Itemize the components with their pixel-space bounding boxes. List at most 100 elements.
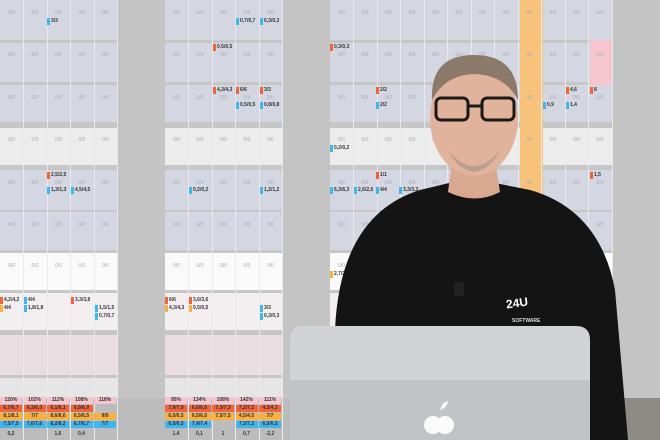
value-tag: 2,6/2,6 [354, 187, 373, 194]
summary-percent: 108% [212, 397, 234, 404]
empty-cell: 0/0 [243, 180, 251, 186]
summary-percent: 111% [259, 397, 281, 404]
empty-cell: 0/0 [596, 180, 604, 186]
empty-cell: 0/0 [55, 263, 62, 269]
column-divider [282, 0, 283, 440]
empty-cell: 0/0 [502, 180, 510, 186]
summary-red: 7,3/7,3 [212, 405, 234, 412]
summary-blue: 7,2/7,2 [235, 421, 258, 428]
empty-cell: 0/0 [267, 137, 274, 143]
value-tag: 0,3/0,3 [260, 18, 279, 25]
empty-cell: 0/0 [8, 263, 15, 269]
empty-cell: 0/0 [549, 52, 557, 58]
shirt-logo-sub: SOFTWARE [512, 318, 541, 324]
highlighted-column [590, 40, 612, 85]
empty-cell: 0/0 [8, 222, 15, 228]
value-tag: 1/1 [376, 172, 387, 179]
empty-cell: 0/0 [31, 137, 39, 143]
summary-blue: 6,5/6,5 [259, 421, 281, 428]
summary-blue: 7,6/7,6 [23, 421, 46, 428]
presenter-beard [448, 150, 500, 172]
empty-cell: 0/0 [102, 222, 109, 228]
summary-percent: 134% [188, 397, 211, 404]
empty-cell: 0/0 [549, 10, 557, 16]
empty-cell: 0/0 [243, 137, 251, 143]
summary-orange: 9/9 [94, 413, 116, 420]
value-tag: 2/2 [376, 102, 387, 109]
value-tag: 4/4 [24, 297, 35, 304]
value-tag: 4/4 [376, 187, 387, 194]
summary-red: 7,2/7,2 [235, 405, 258, 412]
empty-cell: 0/0 [385, 137, 392, 143]
summary-orange: 6,5/6,5 [188, 413, 211, 420]
empty-cell: 0/0 [361, 95, 369, 101]
empty-cell: 0/0 [220, 180, 227, 186]
empty-cell: 0/0 [596, 222, 604, 228]
summary-blue: 8,2/8,2 [47, 421, 69, 428]
empty-cell: 0/0 [196, 137, 204, 143]
column-divider [117, 0, 118, 440]
empty-cell: 0/0 [596, 95, 604, 101]
empty-cell: 0/0 [31, 52, 39, 58]
empty-cell: 0/0 [31, 263, 39, 269]
empty-cell: 0/0 [267, 222, 274, 228]
column-divider [353, 0, 354, 440]
empty-cell: 0/0 [243, 52, 251, 58]
value-tag: 1,2/1,2 [260, 187, 279, 194]
empty-cell: 0/0 [267, 52, 274, 58]
apple-logo-icon [424, 401, 454, 434]
empty-cell: 0/0 [243, 222, 251, 228]
empty-cell: 0/0 [573, 10, 580, 16]
empty-cell: 0/0 [596, 52, 604, 58]
value-tag: 3/3 [260, 87, 271, 94]
value-tag: 4,2/4,2 [0, 297, 19, 304]
empty-cell: 0/0 [220, 137, 227, 143]
empty-cell: 0/0 [338, 222, 345, 228]
summary-delta: 0,1 [196, 431, 203, 437]
value-tag: 6/6 [165, 297, 176, 304]
value-tag: 2,7/2,7 [330, 271, 349, 278]
empty-cell: 0/0 [385, 52, 392, 58]
empty-cell: 0/0 [338, 95, 345, 101]
empty-cell: 0/0 [267, 10, 274, 16]
table-row-band [0, 0, 660, 40]
value-tag: 4,3/4,3 [165, 305, 184, 312]
value-tag: 4,5/4,5 [71, 187, 90, 194]
empty-cell: 0/0 [8, 10, 15, 16]
empty-cell: 0/0 [596, 10, 604, 16]
empty-cell: 0/0 [267, 95, 274, 101]
empty-cell: 0/0 [55, 137, 62, 143]
empty-cell: 0/0 [196, 222, 204, 228]
empty-cell: 0/0 [361, 10, 369, 16]
empty-cell: 0/0 [549, 137, 557, 143]
table-row-band [0, 85, 660, 122]
column-divider [23, 0, 24, 440]
empty-cell: 0/0 [78, 10, 86, 16]
summary-percent: 108% [70, 397, 93, 404]
value-tag: 3/3 [47, 18, 58, 25]
empty-cell: 0/0 [102, 52, 109, 58]
empty-cell: 0/0 [78, 180, 86, 186]
column-divider [188, 0, 189, 440]
value-tag: 2,5/2,5 [47, 172, 66, 179]
empty-cell: 0/0 [78, 222, 86, 228]
empty-cell: 0/0 [102, 180, 109, 186]
column-divider [258, 0, 260, 440]
empty-cell: 0/0 [78, 263, 86, 269]
empty-cell: 0/0 [549, 180, 557, 186]
summary-percent: 120% [0, 397, 22, 404]
summary-orange: 4,5/4,5 [235, 413, 258, 420]
empty-cell: 0/0 [173, 180, 180, 186]
empty-cell: 0/0 [502, 10, 510, 16]
empty-cell: 0/0 [220, 222, 227, 228]
summary-blue: 7,5/7,5 [0, 421, 22, 428]
empty-cell: 0/0 [173, 222, 180, 228]
empty-cell: 0/0 [385, 10, 392, 16]
empty-cell: 0/0 [408, 137, 416, 143]
empty-cell: 0/0 [8, 95, 15, 101]
presenter-hair [431, 55, 518, 100]
empty-cell: 0/0 [8, 180, 15, 186]
summary-blue: 6,5/6,5 [165, 421, 187, 428]
empty-cell: 0/0 [102, 137, 109, 143]
